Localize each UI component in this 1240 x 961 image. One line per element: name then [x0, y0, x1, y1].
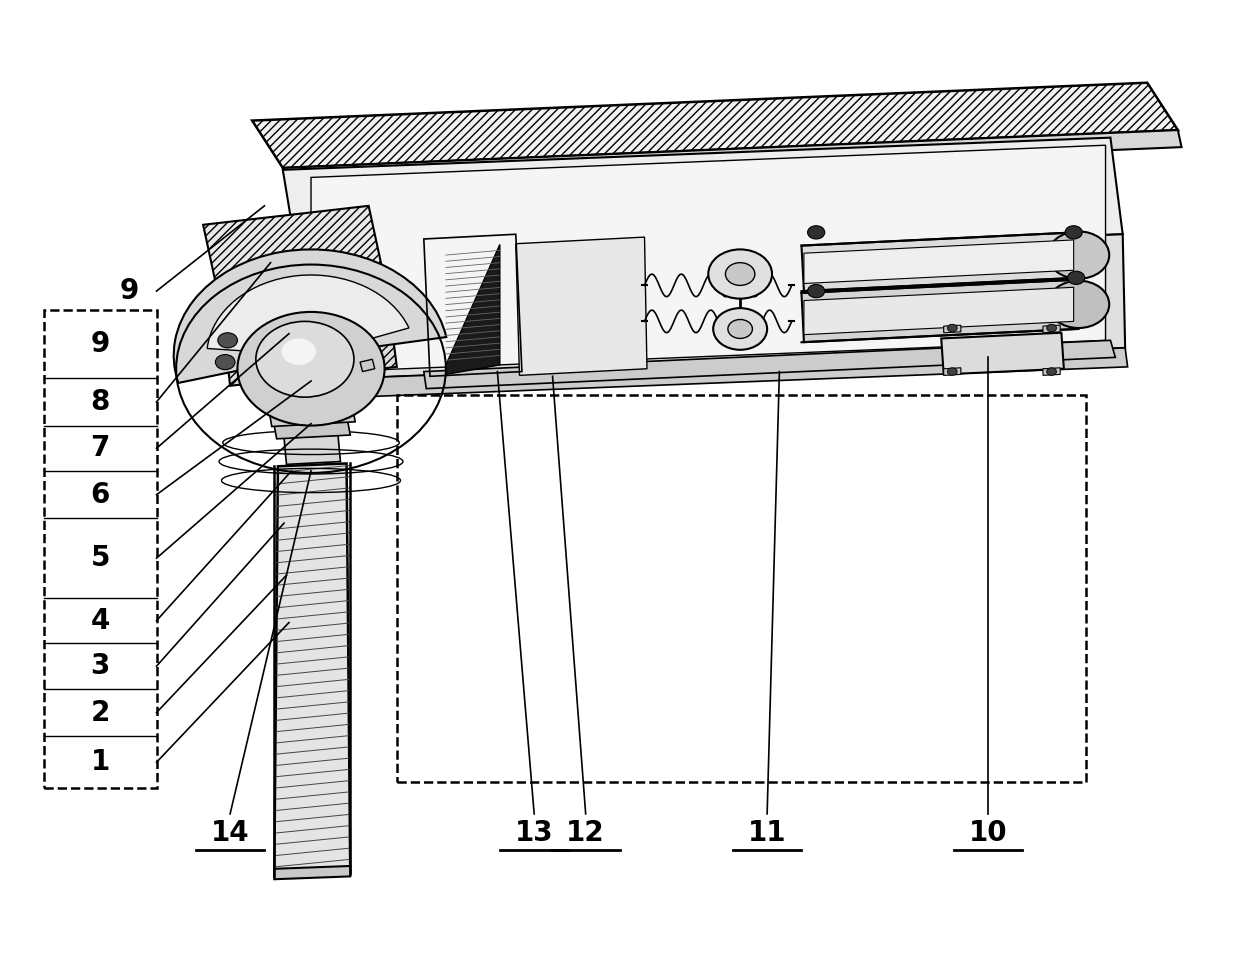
Text: 1: 1 — [91, 749, 110, 776]
Polygon shape — [269, 407, 355, 427]
Circle shape — [1068, 271, 1085, 284]
Polygon shape — [284, 435, 341, 464]
Circle shape — [1048, 232, 1110, 279]
Polygon shape — [283, 137, 1122, 266]
Polygon shape — [299, 234, 1125, 381]
Text: 11: 11 — [748, 819, 786, 847]
Text: 8: 8 — [91, 388, 110, 416]
Polygon shape — [274, 866, 350, 879]
Text: 9: 9 — [120, 277, 139, 305]
Text: 7: 7 — [91, 434, 110, 462]
Circle shape — [947, 368, 957, 376]
Circle shape — [713, 308, 768, 350]
Circle shape — [728, 319, 753, 338]
Polygon shape — [311, 145, 1106, 373]
Polygon shape — [801, 233, 1079, 291]
Polygon shape — [304, 348, 1127, 399]
Polygon shape — [446, 244, 500, 375]
Circle shape — [1047, 368, 1056, 376]
Polygon shape — [944, 368, 961, 376]
Polygon shape — [203, 206, 387, 310]
Polygon shape — [222, 291, 397, 385]
Circle shape — [255, 321, 353, 397]
Text: 14: 14 — [211, 819, 249, 847]
Circle shape — [218, 333, 237, 348]
Polygon shape — [804, 240, 1074, 283]
Text: 5: 5 — [91, 544, 110, 572]
Polygon shape — [801, 280, 1079, 342]
Polygon shape — [516, 237, 647, 376]
Polygon shape — [424, 340, 1115, 388]
Text: 12: 12 — [567, 819, 605, 847]
Polygon shape — [252, 83, 1178, 168]
Circle shape — [807, 284, 825, 298]
Circle shape — [237, 312, 384, 426]
Circle shape — [947, 324, 957, 332]
Polygon shape — [804, 287, 1074, 334]
Text: 6: 6 — [91, 480, 110, 508]
Text: 10: 10 — [968, 819, 1007, 847]
Circle shape — [1048, 281, 1110, 328]
Polygon shape — [1043, 325, 1060, 333]
Circle shape — [708, 250, 773, 299]
Polygon shape — [941, 333, 1064, 375]
Circle shape — [725, 262, 755, 285]
Wedge shape — [207, 275, 409, 356]
Polygon shape — [267, 395, 356, 412]
Circle shape — [1047, 324, 1056, 332]
Polygon shape — [360, 359, 374, 372]
Wedge shape — [174, 250, 446, 382]
Polygon shape — [274, 422, 350, 439]
Polygon shape — [1043, 368, 1060, 376]
Text: 4: 4 — [91, 606, 110, 634]
Circle shape — [807, 226, 825, 239]
Polygon shape — [944, 325, 961, 333]
Polygon shape — [274, 463, 350, 876]
Text: 13: 13 — [515, 819, 553, 847]
Circle shape — [216, 355, 236, 370]
Text: 3: 3 — [91, 653, 110, 680]
Text: 2: 2 — [91, 699, 110, 727]
Polygon shape — [283, 130, 1182, 185]
Circle shape — [1065, 226, 1083, 239]
Text: 9: 9 — [91, 331, 110, 358]
Circle shape — [281, 338, 316, 365]
